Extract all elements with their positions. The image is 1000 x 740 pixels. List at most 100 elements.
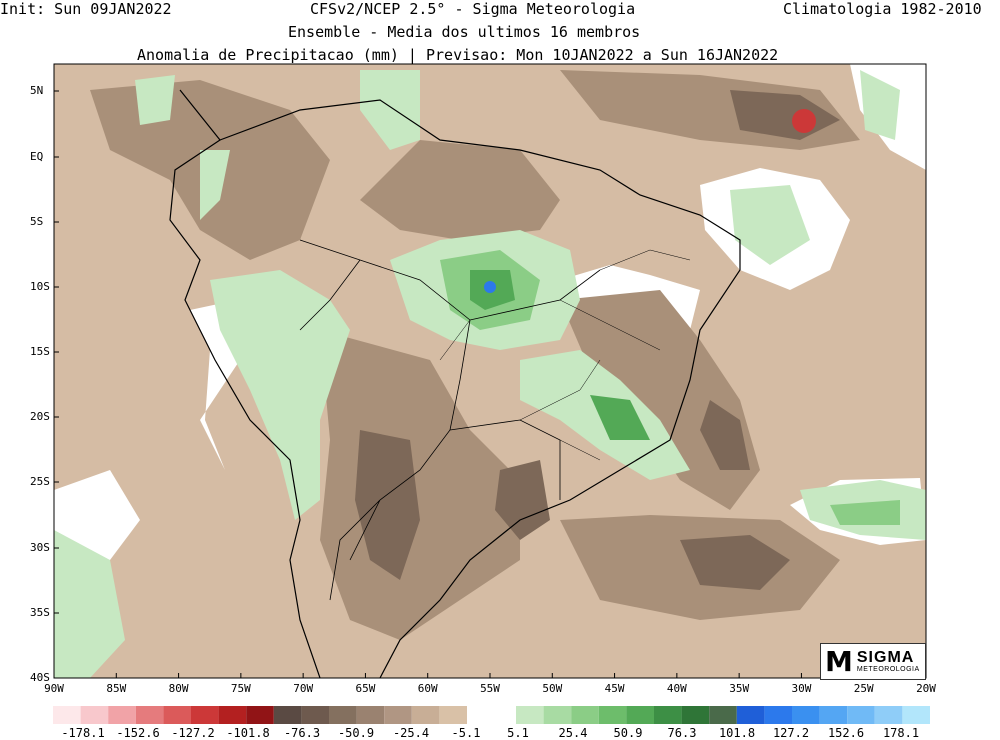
lat-label: EQ [30,150,44,163]
init-date: Init: Sun 09JAN2022 [0,0,172,18]
colorbar-label: 178.1 [882,726,920,740]
variable-title: Anomalia de Precipitacao (mm) | Previsao… [137,46,779,64]
colorbar-positive-swatch [736,706,765,724]
colorbar-negative-swatch [439,706,467,724]
colorbar-negative-swatch [163,706,191,724]
east-coastline [219,99,741,678]
colorbar-positive-swatch [764,706,792,724]
lat-label: 25S [30,475,50,488]
wet-area-ne-ocean [860,70,900,140]
colorbar-positive-swatch [571,706,599,724]
colorbar-negative-swatch [411,706,440,724]
dry-area-amazon-north [360,140,560,240]
colorbar-positive-swatch [902,706,930,724]
colorbar-label: -101.8 [226,726,270,740]
colorbar-positive-swatch [709,706,737,724]
wet-area-colombia-pacific [200,150,230,220]
lat-label: 15S [30,345,50,358]
colorbar-label: 50.9 [613,726,643,740]
colorbar-label: 5.1 [507,726,529,740]
strong-dry-area-parana [495,460,550,540]
colorbar-negative-swatch [301,706,329,724]
lon-label: 50W [542,682,563,695]
strong-dry-area-ocean [680,535,790,590]
peak-dry-marker [792,109,816,133]
west-coastline [169,89,321,678]
colorbar [53,706,930,724]
lon-label: 25W [853,682,874,695]
colorbar-negative-swatch [384,706,412,724]
strong-dry-area-bahia [700,400,750,470]
strong-dry-area-chaco [355,430,420,580]
axis-ticks [53,90,927,679]
wet-area-atlantic-north [730,185,810,265]
colorbar-negative-swatch [246,706,274,724]
colorbar-positive-swatch [874,706,903,724]
wet-area-sw-pacific [54,530,125,678]
logo-subtitle: METEOROLOGIA [856,666,920,673]
colorbar-label: 152.6 [827,726,865,740]
lon-label: 45W [604,682,625,695]
climatology-label: Climatologia 1982-2010 [783,0,982,18]
colorbar-positive-swatch [598,706,627,724]
colorbar-positive-swatch [654,706,682,724]
lat-label: 35S [30,606,50,619]
colorbar-label: 76.3 [667,726,697,740]
colorbar-negative-swatch [80,706,109,724]
lon-label: 75W [230,682,251,695]
logo-name: SIGMA [856,649,915,666]
lat-label: 5N [30,84,44,97]
colorbar-label: -25.4 [392,726,430,740]
wet-area-atlantic-south-core [830,500,900,525]
colorbar-label: -5.1 [451,726,481,740]
lat-label: 20S [30,410,50,423]
lon-label: 80W [168,682,189,695]
colorbar-positive-swatch [792,706,820,724]
lat-label: 10S [30,280,50,293]
lon-label: 60W [417,682,438,695]
colorbar-label: -178.1 [61,726,105,740]
model-title: CFSv2/NCEP 2.5° - Sigma Meteorologia [310,0,636,18]
lon-label: 65W [355,682,376,695]
lon-label: 40W [666,682,687,695]
wet-area-caribbean [135,75,175,125]
colorbar-positive-swatch [681,706,710,724]
colorbar-label: 127.2 [772,726,810,740]
lon-label: 55W [480,682,500,695]
colorbar-positive-swatch [819,706,848,724]
lat-label: 30S [30,541,50,554]
colorbar-negative-swatch [191,706,219,724]
colorbar-negative-swatch [273,706,302,724]
colorbar-label: 101.8 [718,726,756,740]
wet-area-andes [210,270,350,520]
lon-label: 30W [791,682,812,695]
colorbar-label: -127.2 [171,726,215,740]
anomaly-field [54,64,926,678]
colorbar-positive-swatch [847,706,875,724]
colorbar-label: -50.9 [337,726,375,740]
colorbar-negative-swatch [356,706,385,724]
logo-m-icon: M [825,645,853,678]
colorbar-label: 25.4 [558,726,588,740]
colorbar-negative-swatch [108,706,136,724]
colorbar-negative-swatch [53,706,81,724]
state-borders [439,249,691,461]
colorbar-label: -152.6 [116,726,160,740]
colorbar-positive-swatch [543,706,572,724]
wet-area-venezuela-coast [360,70,420,150]
sigma-logo: M SIGMA METEOROLOGIA [820,643,926,680]
colorbar-negative-swatch [218,706,247,724]
lat-label: 5S [30,215,44,228]
colorbar-negative-swatch [329,706,357,724]
lon-label: 85W [106,682,127,695]
dry-area-brazil-east [560,290,760,510]
colorbar-positive-swatch [516,706,544,724]
lon-label: 90W [44,682,64,695]
colorbar-negative-swatch [135,706,164,724]
lon-label: 20W [916,682,936,695]
dry-area-central-south [320,330,520,640]
lon-label: 35W [729,682,750,695]
ensemble-subtitle: Ensemble - Media dos ultimos 16 membros [288,23,641,41]
zero-area-sw-ocean [54,470,140,560]
